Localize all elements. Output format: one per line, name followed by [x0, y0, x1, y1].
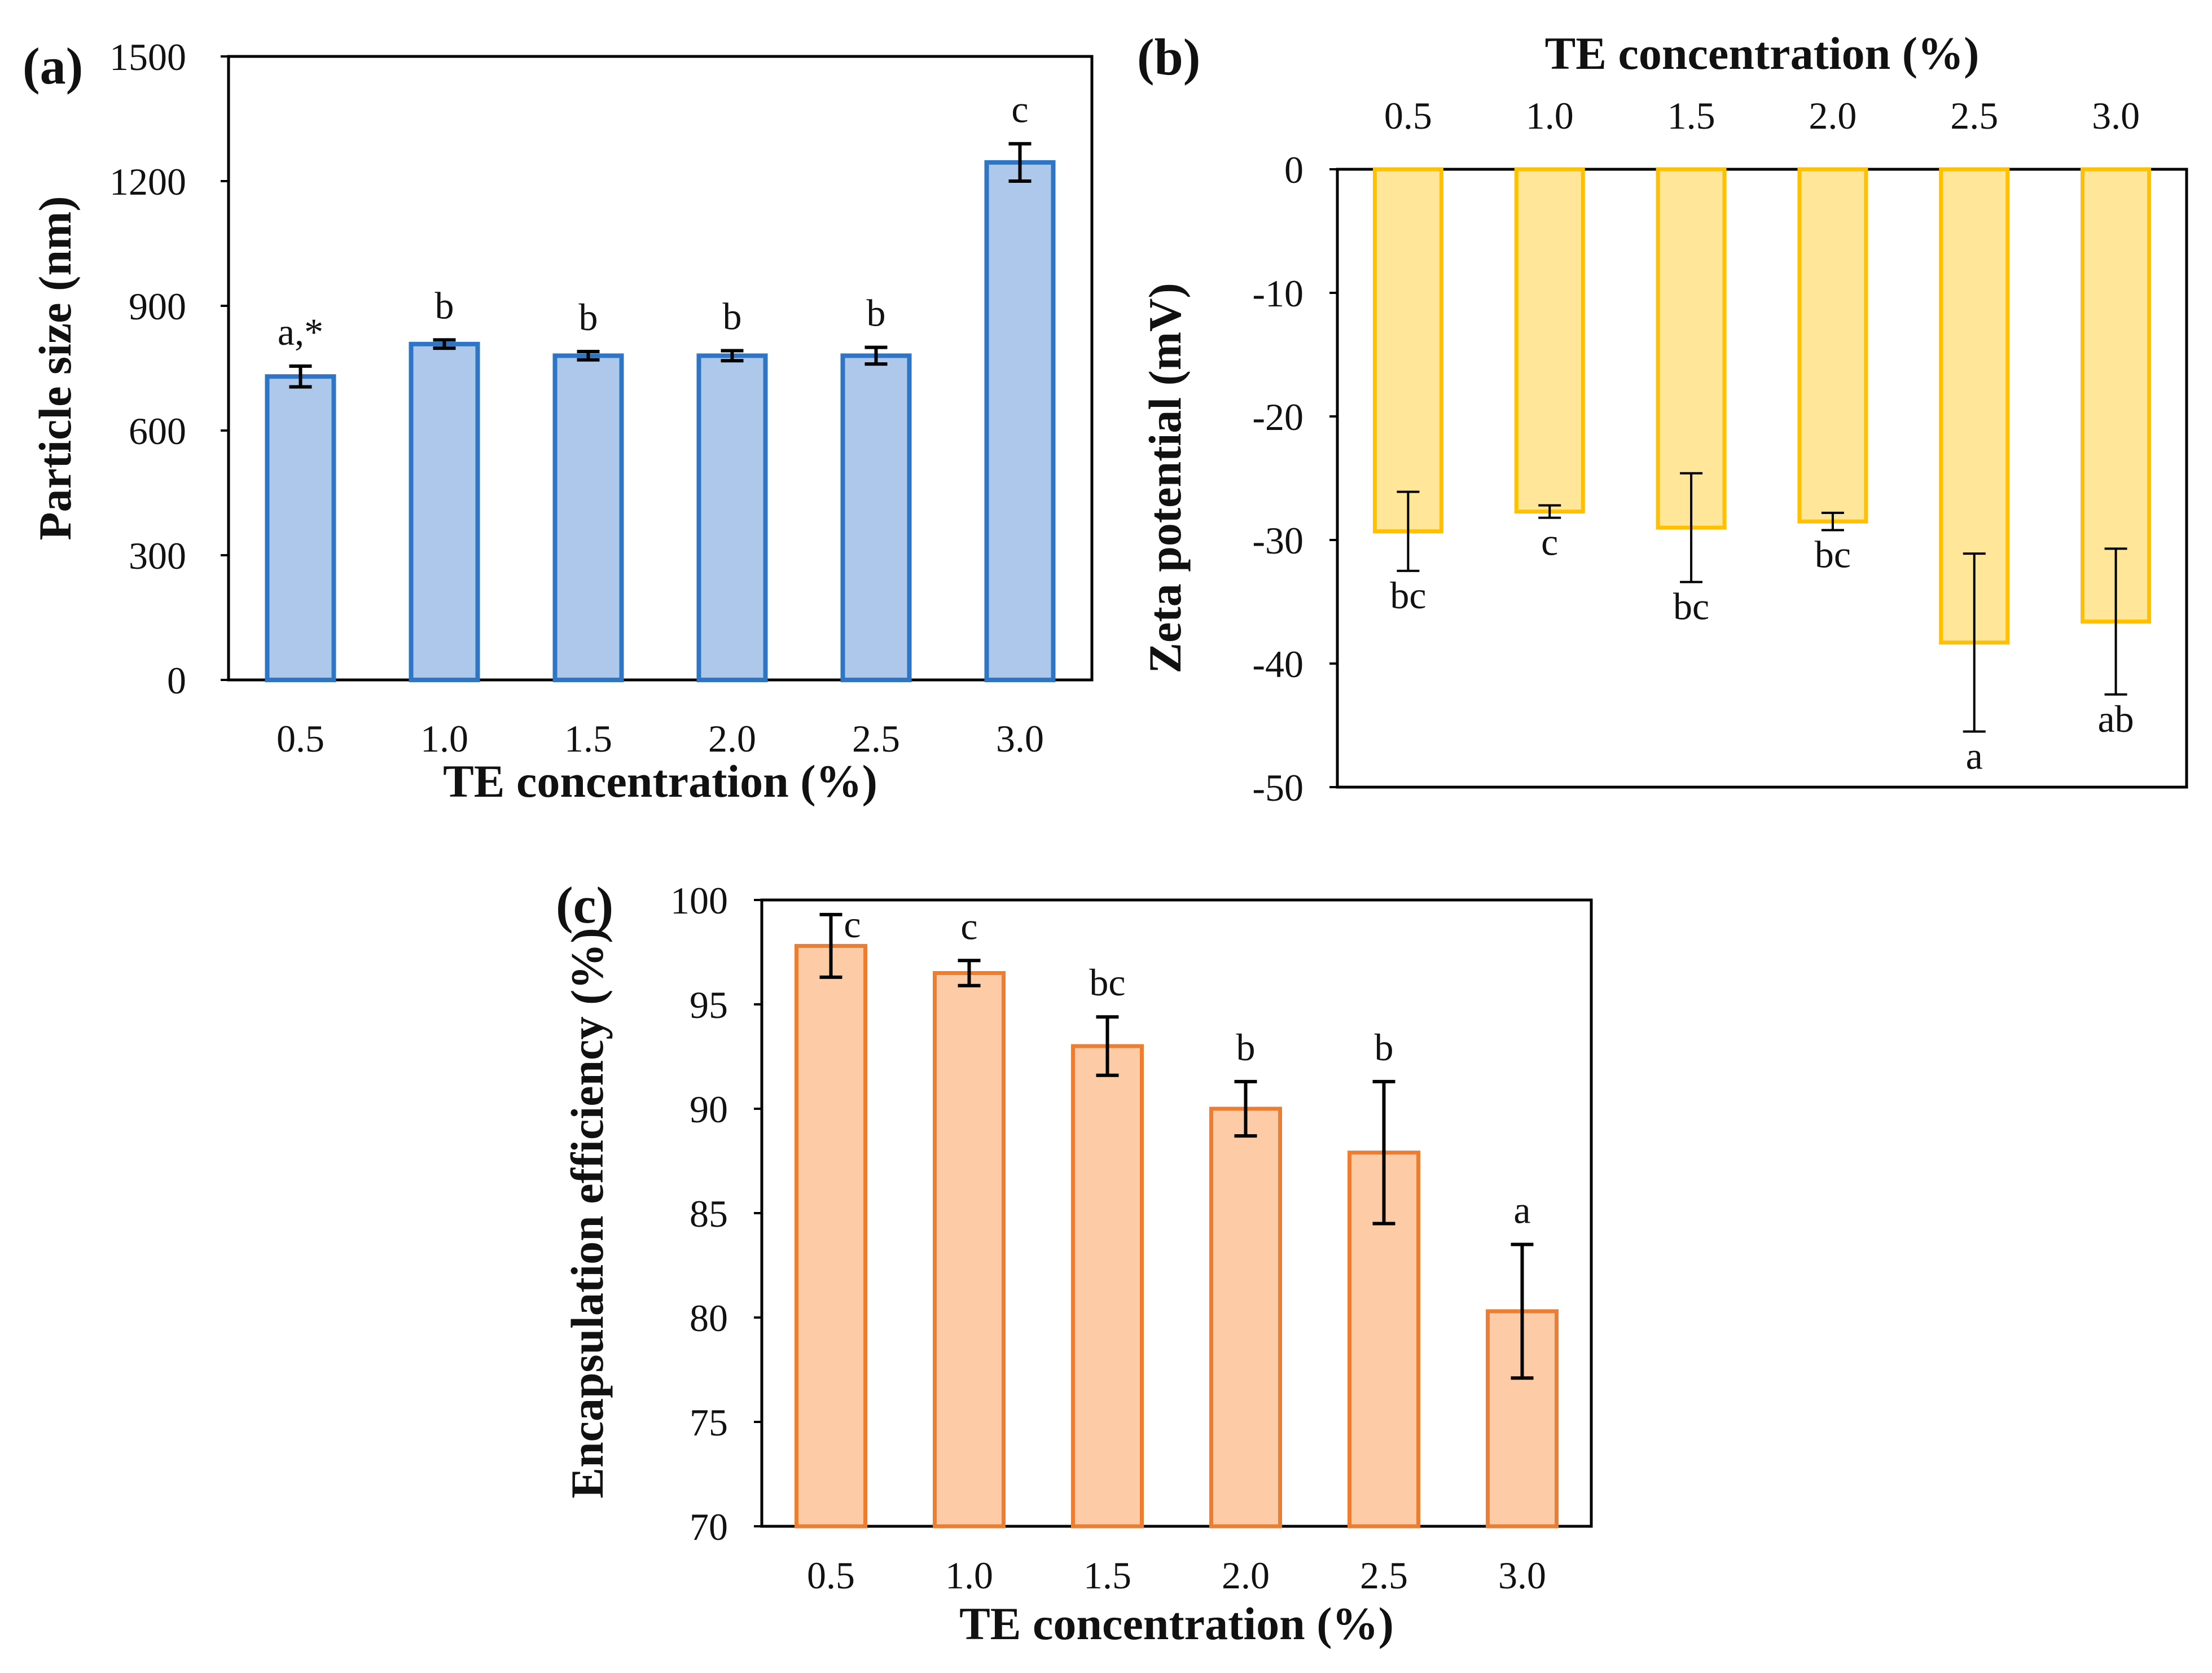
panel-b-zeta-potential-chart: 0 -10 -20 -30 -40 -50 bc 0.5 c 1.0 bc 1.5 bc 2.0 a 2.5 a… [1137, 28, 2188, 809]
y-tick-label: 80 [690, 1297, 728, 1340]
y-tick-label: 90 [690, 1088, 728, 1131]
panel-tag: (c) [556, 876, 613, 934]
x-tick-label: 1.5 [1667, 94, 1715, 137]
x-tick-label: 3.0 [1498, 1554, 1546, 1597]
x-tick-label: 0.5 [1384, 94, 1432, 137]
bar [1514, 167, 1585, 514]
bar [1372, 167, 1443, 534]
significance-label: c [844, 903, 861, 946]
significance-label: b [867, 292, 886, 335]
y-tick-label: 900 [129, 285, 186, 328]
significance-label: b [723, 295, 742, 338]
significance-label: ab [2097, 697, 2134, 740]
bar [1656, 167, 1727, 530]
significance-label: bc [1815, 533, 1851, 576]
x-tick-label: 2.0 [1809, 94, 1856, 137]
y-tick-label: 600 [129, 410, 186, 453]
y-tick-label: -10 [1252, 272, 1304, 315]
plot-frame [1336, 168, 2188, 789]
y-axis-title: Encapsulation efficiency (%) [561, 928, 613, 1498]
y-tick-label: 70 [690, 1505, 728, 1548]
bar [265, 374, 336, 682]
x-tick-label: 0.5 [807, 1554, 855, 1597]
panel-tag: (b) [1137, 28, 1200, 86]
y-tick-label: -40 [1252, 643, 1304, 686]
bar [933, 971, 1006, 1529]
bar [696, 353, 768, 682]
y-tick-label: 100 [670, 879, 728, 922]
y-tick-label: 300 [129, 534, 186, 577]
significance-label: bc [1390, 574, 1426, 617]
y-tick-label: 1200 [109, 160, 186, 203]
x-tick-label: 1.0 [945, 1554, 993, 1597]
significance-label: c [1541, 521, 1558, 564]
significance-label: c [960, 904, 977, 947]
x-tick-label: 2.0 [1222, 1554, 1270, 1597]
bar [984, 160, 1056, 683]
y-tick-label: -20 [1252, 396, 1304, 438]
x-tick-label: 0.5 [276, 717, 324, 760]
x-tick-label: 3.0 [2092, 94, 2140, 137]
significance-label: bc [1673, 585, 1709, 627]
x-tick-label: 2.5 [1360, 1554, 1408, 1597]
plot-frame [760, 898, 1593, 1528]
y-tick-label: 95 [690, 983, 728, 1026]
x-tick-label: 1.0 [1526, 94, 1574, 137]
x-tick-label: 2.5 [852, 717, 900, 760]
y-tick-label: 75 [690, 1401, 728, 1444]
bar [1797, 167, 1868, 524]
plot-frame [227, 55, 1094, 682]
bar [1209, 1106, 1282, 1529]
significance-label: b [435, 284, 454, 327]
bar [409, 341, 480, 682]
bar [552, 353, 624, 682]
x-tick-label: 2.5 [1950, 94, 1998, 137]
significance-label: b [1236, 1026, 1256, 1069]
panel-a-particle-size-chart: 0 300 600 900 1200 1500 a,* 0.5 b 1.0 b 1.5 b 2.0 b 2.5… [23, 36, 1094, 807]
significance-label: a,* [278, 310, 323, 353]
y-axis-title: Zeta potential (mV) [1139, 283, 1191, 673]
bar [795, 943, 867, 1529]
significance-label: bc [1089, 961, 1125, 1004]
panel-tag: (a) [23, 37, 83, 95]
panel-c-encapsulation-efficiency-chart: 70 75 80 85 90 95 100 c 0.5 c 1.0 bc 1.5 b 2.0 b 2.5 a 3.0… [556, 876, 1593, 1649]
bar [2081, 167, 2152, 624]
y-tick-label: -30 [1252, 519, 1304, 562]
x-axis-title: TE concentration (%) [443, 756, 877, 807]
bar [1486, 1309, 1559, 1529]
significance-label: a [1966, 734, 1983, 777]
x-tick-label: 2.0 [708, 717, 756, 760]
x-tick-label: 3.0 [996, 717, 1044, 760]
significance-label: c [1011, 88, 1028, 131]
x-axis-title: TE concentration (%) [959, 1598, 1394, 1649]
significance-label: a [1513, 1189, 1530, 1232]
bar [1071, 1044, 1144, 1529]
y-tick-label: 0 [1284, 148, 1304, 191]
y-tick-label: 0 [167, 659, 186, 702]
x-tick-label: 1.5 [564, 717, 612, 760]
x-tick-label: 1.0 [420, 717, 468, 760]
y-axis-title: Particle size (nm) [29, 196, 81, 540]
significance-label: b [579, 296, 598, 339]
x-axis-title: TE concentration (%) [1545, 28, 1980, 79]
y-tick-label: -50 [1252, 766, 1304, 809]
bar [840, 353, 912, 682]
y-tick-label: 1500 [109, 36, 186, 78]
significance-label: b [1375, 1026, 1394, 1069]
y-tick-label: 85 [690, 1192, 728, 1235]
x-tick-label: 1.5 [1083, 1554, 1131, 1597]
